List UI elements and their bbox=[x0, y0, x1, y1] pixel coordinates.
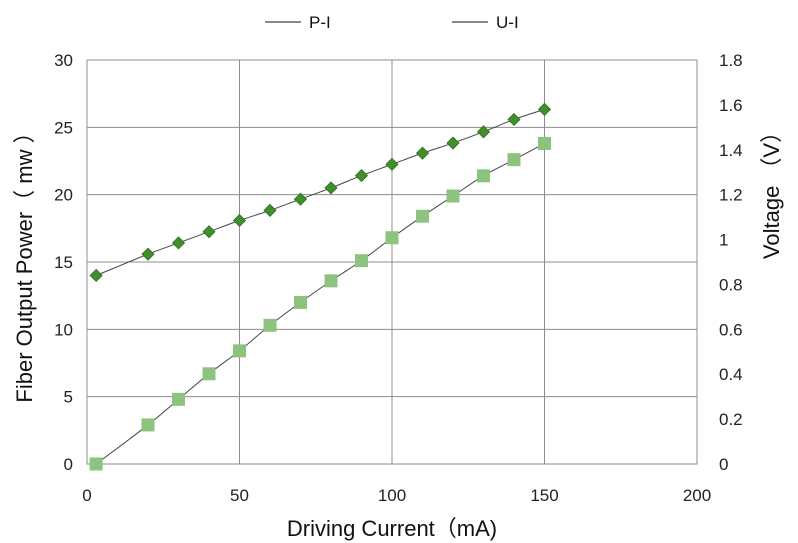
data-point-p-i bbox=[294, 295, 307, 309]
data-point-p-i bbox=[141, 418, 155, 432]
data-point-p-i bbox=[202, 367, 216, 381]
plot-area-frame bbox=[86, 59, 698, 465]
data-point-u-i bbox=[446, 136, 460, 150]
data-point-p-i bbox=[446, 189, 460, 203]
data-point-u-i bbox=[293, 192, 308, 206]
y2-tick-label: 1.6 bbox=[719, 96, 743, 115]
x-axis-label: Driving Current（mA) bbox=[287, 516, 497, 541]
data-point-p-i bbox=[89, 457, 103, 471]
y2-tick-label: 1.2 bbox=[719, 186, 743, 205]
y2-tick-label: 0.2 bbox=[719, 410, 743, 429]
data-point-u-i bbox=[537, 102, 552, 116]
legend: P-I U-I bbox=[265, 13, 519, 32]
y2-tick-label: 0.6 bbox=[719, 320, 743, 339]
y-tick-label: 5 bbox=[64, 388, 73, 407]
data-point-p-i bbox=[538, 136, 551, 150]
y-tick-label: 10 bbox=[54, 320, 73, 339]
y2-axis-label: Voltage （V） bbox=[759, 121, 784, 259]
y2-tick-label: 0.4 bbox=[719, 365, 743, 384]
x-tick-label: 150 bbox=[530, 486, 558, 505]
y-tick-label: 15 bbox=[54, 253, 73, 272]
legend-label-u-i: U-I bbox=[496, 13, 519, 32]
data-point-p-i bbox=[324, 274, 338, 288]
data-point-u-i bbox=[263, 203, 277, 217]
data-point-u-i bbox=[202, 225, 216, 239]
data-point-p-i bbox=[416, 209, 429, 223]
data-point-p-i bbox=[477, 169, 490, 183]
y-axis-label: Fiber Output Power（ mw ） bbox=[12, 121, 37, 402]
x-tick-label: 50 bbox=[230, 486, 249, 505]
y-tick-label: 25 bbox=[54, 118, 73, 137]
y-tick-label: 30 bbox=[54, 51, 73, 70]
legend-label-p-i: P-I bbox=[309, 13, 331, 32]
series-layer bbox=[89, 102, 552, 471]
y2-tick-label: 0.8 bbox=[719, 275, 743, 294]
y2-tick-label: 1 bbox=[719, 231, 728, 250]
series-line-u-i bbox=[95, 108, 545, 276]
y2-tick-label: 1.8 bbox=[719, 51, 743, 70]
data-point-p-i bbox=[355, 254, 368, 268]
data-point-p-i bbox=[233, 344, 246, 358]
x-tick-label: 200 bbox=[683, 486, 711, 505]
data-point-p-i bbox=[507, 153, 521, 167]
data-point-p-i bbox=[172, 392, 185, 406]
x-tick-label: 100 bbox=[378, 486, 406, 505]
data-point-u-i bbox=[385, 157, 399, 171]
data-point-u-i bbox=[324, 181, 338, 195]
data-point-u-i bbox=[171, 236, 186, 250]
data-point-u-i bbox=[354, 169, 369, 183]
data-point-u-i bbox=[141, 247, 155, 261]
data-point-u-i bbox=[476, 125, 491, 139]
y2-tick-label: 0 bbox=[719, 455, 728, 474]
data-point-p-i bbox=[263, 318, 277, 332]
x-tick-label: 0 bbox=[82, 486, 91, 505]
data-point-u-i bbox=[415, 146, 430, 160]
data-point-u-i bbox=[232, 213, 247, 228]
data-point-p-i bbox=[385, 231, 399, 245]
data-point-u-i bbox=[507, 112, 521, 127]
y-tick-label: 20 bbox=[54, 186, 73, 205]
y2-tick-label: 1.4 bbox=[719, 141, 743, 160]
data-point-u-i bbox=[89, 268, 103, 283]
tick-labels: 0 5 10 15 20 25 30 0 50 100 150 200 0 0.2 0.4 0.6 0.8 1 1.… bbox=[54, 51, 743, 505]
y-tick-label: 0 bbox=[64, 455, 73, 474]
